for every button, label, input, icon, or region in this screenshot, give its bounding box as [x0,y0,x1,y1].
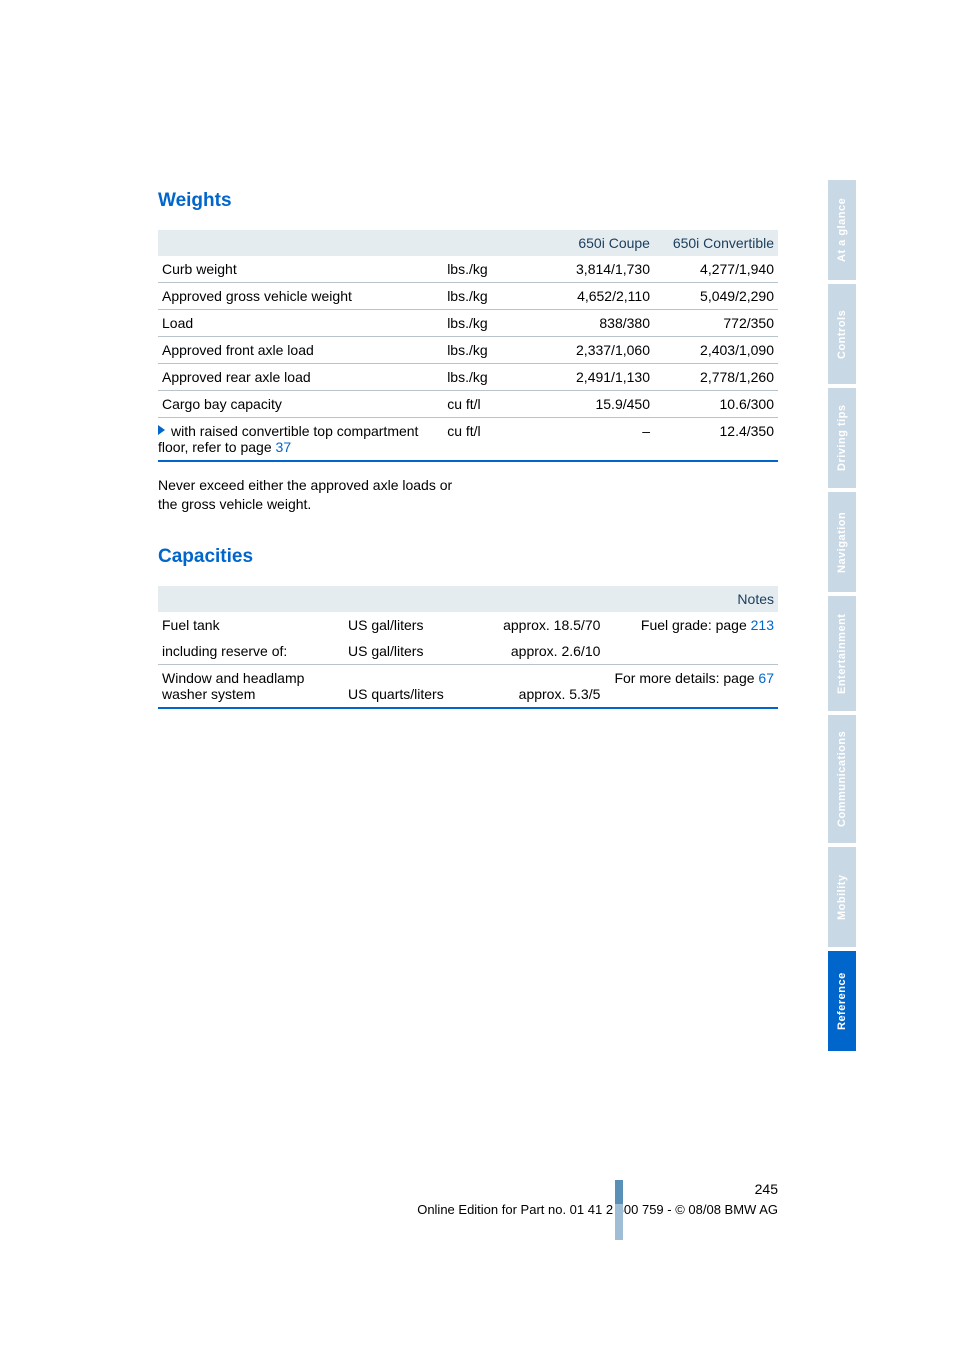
weights-title: Weights [158,190,778,212]
cell-label: with raised convertible top compartment … [158,418,443,462]
label-line2: washer system [162,686,255,702]
capacities-title: Capacities [158,546,778,568]
cell-label: Window and headlamp washer system [158,664,344,708]
cell-label: Load [158,310,443,337]
copyright-line: Online Edition for Part no. 01 41 2 600 … [417,1202,778,1217]
side-tab-driving-tips[interactable]: Driving tips [828,388,856,488]
page-footer: 245 Online Edition for Part no. 01 41 2 … [158,1181,778,1217]
note-text: For more details: page [614,670,758,686]
side-tab-communications[interactable]: Communications [828,715,856,843]
weights-note: Never exceed either the approved axle lo… [158,476,468,514]
cell-value: 838/380 [530,310,654,337]
cell-label: Approved rear axle load [158,364,443,391]
cell-unit: US gal/liters [344,612,480,638]
cell-label: including reserve of: [158,638,344,665]
cell-unit: US quarts/liters [344,664,480,708]
cell-value: approx. 5.3/5 [480,664,604,708]
cell-unit: lbs./kg [443,256,530,283]
table-row: Approved front axle load lbs./kg 2,337/1… [158,337,778,364]
side-tab-navigation[interactable]: Navigation [828,492,856,592]
table-row: Approved gross vehicle weight lbs./kg 4,… [158,283,778,310]
cell-value: – [530,418,654,462]
page-link[interactable]: 37 [276,439,292,455]
side-tab-reference[interactable]: Reference [828,951,856,1051]
cell-value: 12.4/350 [654,418,778,462]
side-tab-entertainment[interactable]: Entertainment [828,596,856,711]
cell-unit: lbs./kg [443,364,530,391]
side-tab-mobility[interactable]: Mobility [828,847,856,947]
cell-note [604,638,778,665]
page-number: 245 [158,1181,778,1197]
cell-unit: lbs./kg [443,310,530,337]
cell-value: approx. 18.5/70 [480,612,604,638]
weights-col1: 650i Coupe [530,230,654,256]
cell-label: Fuel tank [158,612,344,638]
cell-note: For more details: page 67 [604,664,778,708]
cell-label: Cargo bay capacity [158,391,443,418]
cell-value: 2,337/1,060 [530,337,654,364]
table-row: Fuel tank US gal/liters approx. 18.5/70 … [158,612,778,638]
cell-unit: US gal/liters [344,638,480,665]
cell-value: 10.6/300 [654,391,778,418]
triangle-icon [158,425,165,435]
table-row: Curb weight lbs./kg 3,814/1,730 4,277/1,… [158,256,778,283]
cell-unit: lbs./kg [443,337,530,364]
cell-value: 3,814/1,730 [530,256,654,283]
page-link[interactable]: 67 [758,670,774,686]
side-tab-at-a-glance[interactable]: At a glance [828,180,856,280]
cell-value: 5,049/2,290 [654,283,778,310]
cell-unit: cu ft/l [443,418,530,462]
table-row: Cargo bay capacity cu ft/l 15.9/450 10.6… [158,391,778,418]
note-text: Fuel grade: page [641,617,751,633]
label-line1: Window and headlamp [162,670,304,686]
cell-note: Fuel grade: page 213 [604,612,778,638]
cell-label: Approved gross vehicle weight [158,283,443,310]
weights-col2: 650i Convertible [654,230,778,256]
side-tabs: At a glance Controls Driving tips Navigatio… [828,180,856,1055]
page-link[interactable]: 213 [751,617,774,633]
notes-header: Notes [604,586,778,612]
side-tab-controls[interactable]: Controls [828,284,856,384]
cell-value: 4,277/1,940 [654,256,778,283]
cell-label: Curb weight [158,256,443,283]
cell-value: approx. 2.6/10 [480,638,604,665]
weights-table: 650i Coupe 650i Convertible Curb weight … [158,230,778,462]
cell-value: 2,778/1,260 [654,364,778,391]
table-row: Window and headlamp washer system US qua… [158,664,778,708]
capacities-table: Notes Fuel tank US gal/liters approx. 18… [158,586,778,709]
table-row: including reserve of: US gal/liters appr… [158,638,778,665]
cell-unit: lbs./kg [443,283,530,310]
table-row: Load lbs./kg 838/380 772/350 [158,310,778,337]
cell-value: 2,403/1,090 [654,337,778,364]
cell-label: Approved front axle load [158,337,443,364]
cell-value: 772/350 [654,310,778,337]
footer-bar-accent-icon [615,1180,623,1204]
table-row-sub: with raised convertible top compartment … [158,418,778,462]
cell-value: 15.9/450 [530,391,654,418]
cell-value: 2,491/1,130 [530,364,654,391]
table-row: Approved rear axle load lbs./kg 2,491/1,… [158,364,778,391]
cell-value: 4,652/2,110 [530,283,654,310]
cell-unit: cu ft/l [443,391,530,418]
